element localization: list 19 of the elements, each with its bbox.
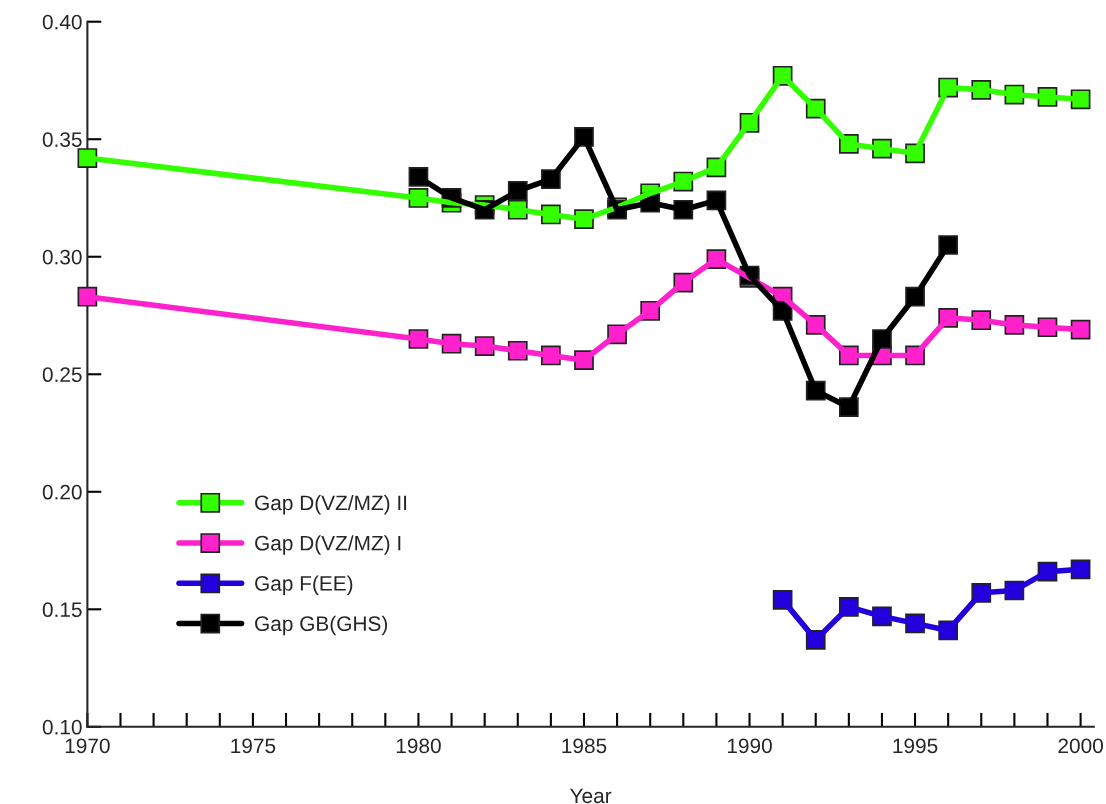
x-tick-label: 1975 — [231, 738, 276, 754]
x-tick-label: 1995 — [893, 738, 938, 754]
x-tick-label: 1970 — [65, 738, 110, 754]
y-tick-label: 0.20 — [42, 484, 82, 500]
x-axis-title: Year — [570, 788, 612, 804]
y-tick-label: 0.10 — [42, 719, 82, 735]
x-tick-label: 1980 — [396, 738, 441, 754]
x-tick-label: 1990 — [727, 738, 772, 754]
y-tick-label: 0.40 — [42, 14, 82, 30]
x-tick-label: 1985 — [562, 738, 607, 754]
y-tick-label: 0.15 — [42, 602, 82, 618]
y-tick-label: 0.30 — [42, 249, 82, 265]
legend-label: Gap D(VZ/MZ) II — [255, 494, 407, 515]
legend-label: Gap D(VZ/MZ) I — [255, 535, 401, 555]
legend-label: Gap GB(GHS) — [255, 615, 388, 636]
y-tick-label: 0.35 — [42, 132, 82, 147]
x-tick-label: 2000 — [1058, 738, 1103, 754]
legend-label: Gap F(EE) — [255, 575, 353, 595]
y-tick-label: 0.25 — [42, 367, 82, 383]
